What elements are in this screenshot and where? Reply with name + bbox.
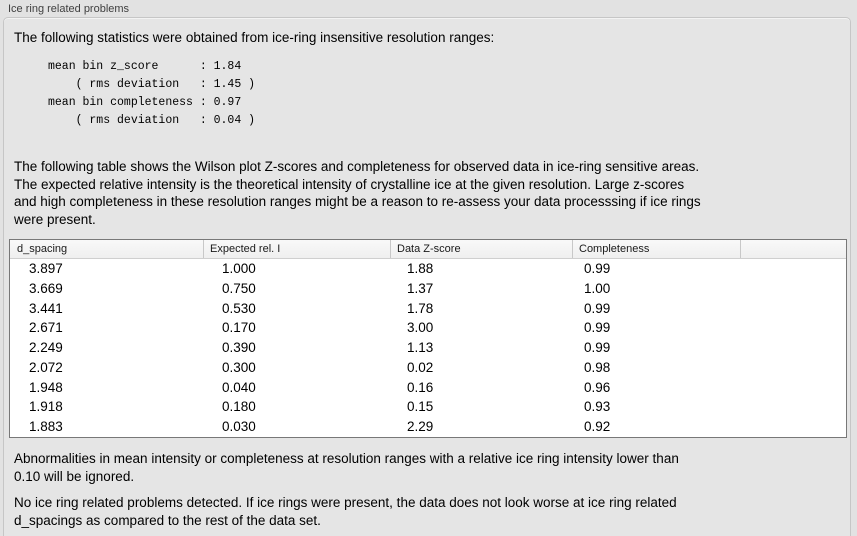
table-cell-empty — [740, 318, 846, 338]
table-cell-empty — [740, 338, 846, 358]
column-header-expected-rel-i[interactable]: Expected rel. I — [203, 240, 390, 258]
table-cell: 3.669 — [29, 280, 63, 296]
table-cell: 0.300 — [222, 359, 256, 375]
table-row[interactable]: 1.883 0.030 2.29 0.92 — [10, 417, 846, 437]
table-cell: 2.072 — [29, 359, 63, 375]
table-cell: 2.29 — [407, 419, 434, 434]
table-cell: 0.530 — [222, 300, 256, 316]
table-cell: 1.78 — [407, 300, 434, 316]
table-cell: 1.13 — [407, 340, 434, 355]
column-header-data-z-score[interactable]: Data Z-score — [390, 240, 572, 258]
table-cell: 0.030 — [222, 419, 256, 434]
table-row[interactable]: 3.897 1.000 1.88 0.99 — [10, 259, 846, 279]
table-cell: 0.99 — [584, 320, 611, 336]
table-cell: 0.390 — [222, 340, 256, 355]
table-row[interactable]: 3.441 0.530 1.78 0.99 — [10, 299, 846, 319]
table-cell: 1.000 — [222, 261, 256, 276]
note-line: 0.10 will be ignored. — [14, 468, 135, 484]
conclusion-line: No ice ring related problems detected. I… — [14, 495, 677, 510]
description-line: The following table shows the Wilson plo… — [14, 159, 700, 174]
table-cell-empty — [740, 378, 846, 398]
table-cell: 0.92 — [584, 419, 611, 434]
table-cell: 3.00 — [407, 320, 434, 336]
table-row[interactable]: 2.072 0.300 0.02 0.98 — [10, 358, 846, 378]
table-row[interactable]: 1.918 0.180 0.15 0.93 — [10, 397, 846, 417]
stats-block-line: mean bin z_score : 1.84 — [48, 60, 242, 73]
table-cell: 2.671 — [29, 320, 63, 336]
table-cell: 0.99 — [584, 261, 611, 276]
description-line: and high completeness in these resolutio… — [14, 194, 701, 209]
table-cell: 0.98 — [584, 359, 611, 375]
description-text: The following table shows the Wilson plo… — [14, 158, 701, 228]
table-cell-empty — [740, 358, 846, 378]
table-cell: 2.249 — [29, 340, 63, 355]
table-header-row: d_spacing Expected rel. I Data Z-score Comp… — [10, 240, 846, 259]
description-line: The expected relative intensity is the t… — [14, 176, 685, 192]
table-body: 3.897 1.000 1.88 0.99 3.669 0.750 1.37 1.00 3.44… — [10, 259, 846, 437]
column-header-completeness[interactable]: Completeness — [572, 240, 740, 258]
table-row[interactable]: 2.671 0.170 3.00 0.99 — [10, 318, 846, 338]
table-cell: 0.02 — [407, 359, 434, 375]
description-line: were present. — [14, 211, 96, 227]
table-cell: 1.88 — [407, 261, 434, 276]
table-cell-empty — [740, 259, 846, 279]
table-cell: 0.170 — [222, 320, 256, 336]
table-cell: 1.00 — [584, 280, 611, 296]
table-cell: 0.16 — [407, 379, 434, 395]
table-cell: 1.37 — [407, 280, 434, 296]
conclusion-line: d_spacings as compared to the rest of th… — [14, 512, 321, 528]
note-text: Abnormalities in mean intensity or compl… — [14, 450, 679, 485]
table-cell: 0.99 — [584, 340, 611, 355]
stats-block: mean bin z_score : 1.84 ( rms deviation … — [48, 58, 255, 130]
column-header-empty[interactable] — [740, 240, 846, 258]
table-row[interactable]: 1.948 0.040 0.16 0.96 — [10, 378, 846, 398]
note-line: Abnormalities in mean intensity or compl… — [14, 451, 679, 466]
table-row[interactable]: 3.669 0.750 1.37 1.00 — [10, 279, 846, 299]
table-cell: 0.040 — [222, 379, 256, 395]
conclusion-text: No ice ring related problems detected. I… — [14, 494, 677, 529]
table-cell: 1.883 — [29, 419, 63, 434]
stats-block-line: ( rms deviation : 1.45 ) — [48, 78, 256, 91]
table-cell-empty — [740, 279, 846, 299]
table-cell: 0.180 — [222, 399, 256, 415]
table-cell: 0.93 — [584, 399, 611, 415]
table-cell: 0.15 — [407, 399, 434, 415]
table-cell-empty — [740, 417, 846, 437]
table-cell: 1.918 — [29, 399, 63, 415]
table-cell: 0.96 — [584, 379, 611, 395]
ice-ring-table: d_spacing Expected rel. I Data Z-score Comp… — [9, 239, 847, 438]
table-row[interactable]: 2.249 0.390 1.13 0.99 — [10, 338, 846, 358]
stats-block-line: ( rms deviation : 0.04 ) — [48, 114, 256, 127]
table-cell: 3.897 — [29, 261, 63, 276]
intro-text: The following statistics were obtained f… — [14, 30, 495, 45]
table-cell-empty — [740, 299, 846, 319]
table-cell: 0.99 — [584, 300, 611, 316]
stats-block-line: mean bin completeness : 0.97 — [48, 96, 242, 109]
panel-title: Ice ring related problems — [8, 3, 130, 15]
table-cell: 0.750 — [222, 280, 256, 296]
table-cell: 1.948 — [29, 379, 63, 395]
table-cell: 3.441 — [29, 300, 63, 316]
table-cell-empty — [740, 397, 846, 417]
column-header-d-spacing[interactable]: d_spacing — [17, 243, 68, 255]
